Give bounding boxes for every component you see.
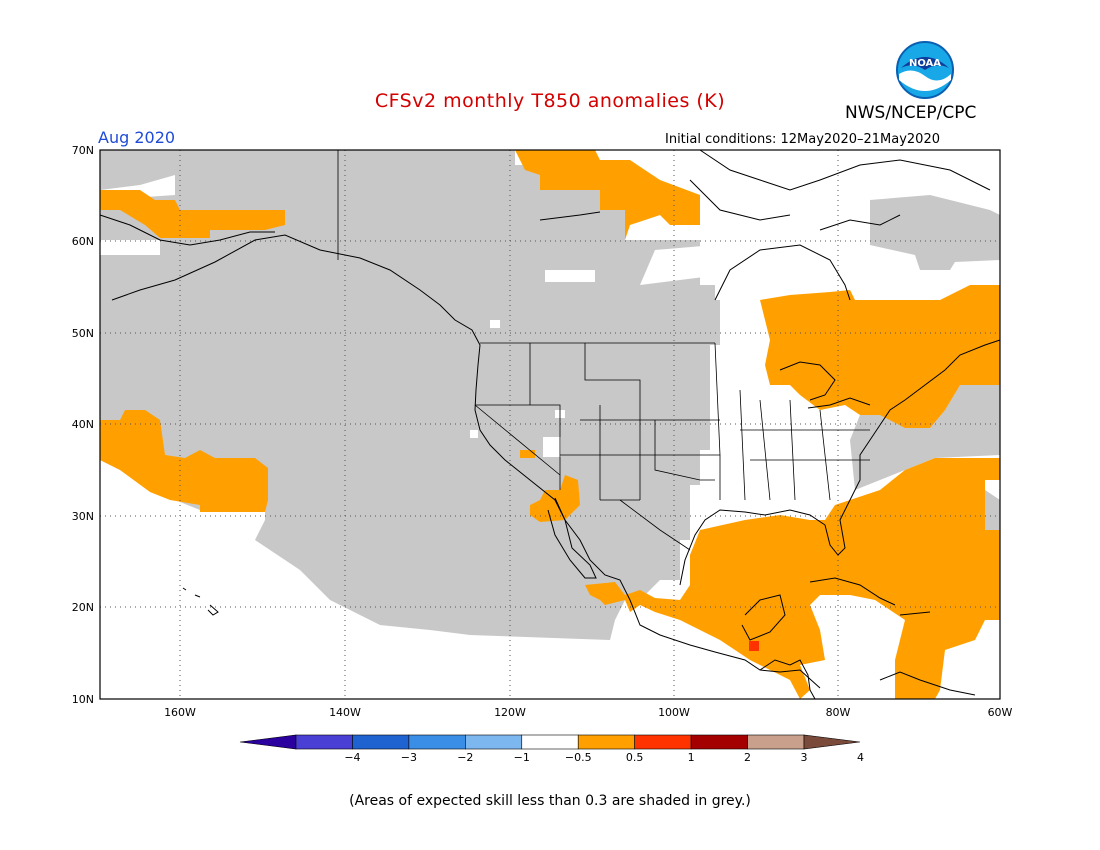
lat-label: 50N: [72, 327, 94, 340]
legend-label: −3: [401, 751, 417, 764]
lat-label: 70N: [72, 144, 94, 157]
legend-bar: [239, 734, 861, 750]
legend-label: 4: [857, 751, 864, 764]
lat-label: 60N: [72, 235, 94, 248]
initial-conditions: Initial conditions: 12May2020–21May2020: [665, 132, 940, 147]
political-borders: [337, 150, 870, 551]
legend-label: 3: [801, 751, 808, 764]
coastlines: [99, 149, 1001, 700]
lat-label: 40N: [72, 418, 94, 431]
legend-swatch: [521, 734, 579, 750]
noaa-logo-text: NOAA: [909, 58, 941, 69]
lon-label: 60W: [988, 706, 1013, 719]
legend-label: 1: [688, 751, 695, 764]
lon-label: 100W: [658, 706, 690, 719]
lat-label: 20N: [72, 601, 94, 614]
longitude-labels: 160W 140W 120W 100W 80W 60W: [164, 706, 1012, 719]
legend-swatch: [747, 734, 805, 750]
legend-swatch: [295, 734, 353, 750]
lon-label: 160W: [164, 706, 196, 719]
legend-swatch: [408, 734, 466, 750]
legend-arrow-low: [239, 734, 297, 750]
legend-swatch: [577, 734, 635, 750]
lon-label: 120W: [494, 706, 526, 719]
map-frame: [99, 149, 1001, 700]
legend-label: −0.5: [565, 751, 592, 764]
skill-footnote: (Areas of expected skill less than 0.3 a…: [349, 793, 751, 809]
white-holes: [100, 175, 720, 457]
legend-arrow-high: [803, 734, 861, 750]
latitude-labels: 70N 60N 50N 40N 30N 20N 10N: [72, 144, 94, 706]
noaa-logo: NOAA: [896, 41, 954, 99]
lon-label: 80W: [826, 706, 851, 719]
legend-swatch: [690, 734, 748, 750]
lat-label: 30N: [72, 510, 94, 523]
legend-label: 0.5: [626, 751, 644, 764]
strong-anomaly-cell: [749, 641, 759, 651]
forecast-month: Aug 2020: [98, 128, 176, 147]
lat-label: 10N: [72, 693, 94, 706]
legend-swatch: [465, 734, 523, 750]
legend-label: 2: [744, 751, 751, 764]
map-title: CFSv2 monthly T850 anomalies (K): [374, 90, 726, 112]
lon-label: 140W: [329, 706, 361, 719]
legend-label: −4: [344, 751, 360, 764]
legend-labels: −4 −3 −2 −1 −0.5 0.5 1 2 3 4: [344, 751, 864, 764]
agency-label: NWS/NCEP/CPC: [845, 103, 977, 123]
legend-swatch: [634, 734, 692, 750]
legend-label: −1: [514, 751, 530, 764]
legend-swatch: [352, 734, 410, 750]
positive-anomaly-areas: [100, 150, 1000, 699]
legend-label: −2: [457, 751, 473, 764]
graticule: [100, 150, 1000, 699]
